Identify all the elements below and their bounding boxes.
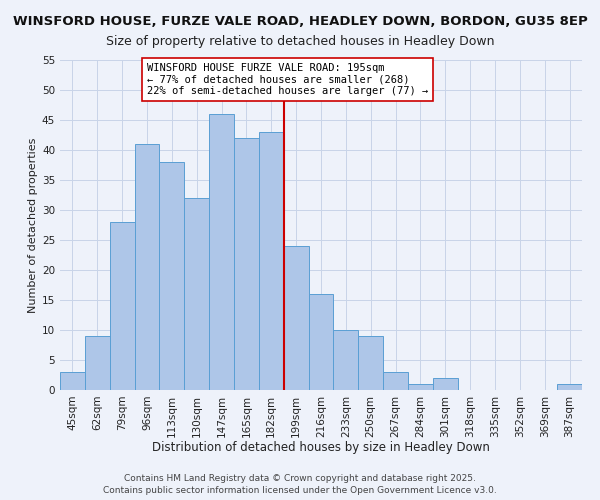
Bar: [334, 330, 358, 390]
Bar: [284, 246, 308, 390]
Bar: [134, 144, 160, 390]
Bar: [259, 132, 284, 390]
Bar: [85, 336, 110, 390]
Y-axis label: Number of detached properties: Number of detached properties: [28, 138, 38, 312]
X-axis label: Distribution of detached houses by size in Headley Down: Distribution of detached houses by size …: [152, 441, 490, 454]
Bar: [110, 222, 134, 390]
Bar: [209, 114, 234, 390]
Text: WINSFORD HOUSE, FURZE VALE ROAD, HEADLEY DOWN, BORDON, GU35 8EP: WINSFORD HOUSE, FURZE VALE ROAD, HEADLEY…: [13, 15, 587, 28]
Text: WINSFORD HOUSE FURZE VALE ROAD: 195sqm
← 77% of detached houses are smaller (268: WINSFORD HOUSE FURZE VALE ROAD: 195sqm ←…: [147, 63, 428, 96]
Bar: [184, 198, 209, 390]
Bar: [160, 162, 184, 390]
Bar: [308, 294, 334, 390]
Text: Size of property relative to detached houses in Headley Down: Size of property relative to detached ho…: [106, 35, 494, 48]
Bar: [408, 384, 433, 390]
Bar: [433, 378, 458, 390]
Text: Contains HM Land Registry data © Crown copyright and database right 2025.
Contai: Contains HM Land Registry data © Crown c…: [103, 474, 497, 495]
Bar: [358, 336, 383, 390]
Bar: [234, 138, 259, 390]
Bar: [60, 372, 85, 390]
Bar: [383, 372, 408, 390]
Bar: [557, 384, 582, 390]
